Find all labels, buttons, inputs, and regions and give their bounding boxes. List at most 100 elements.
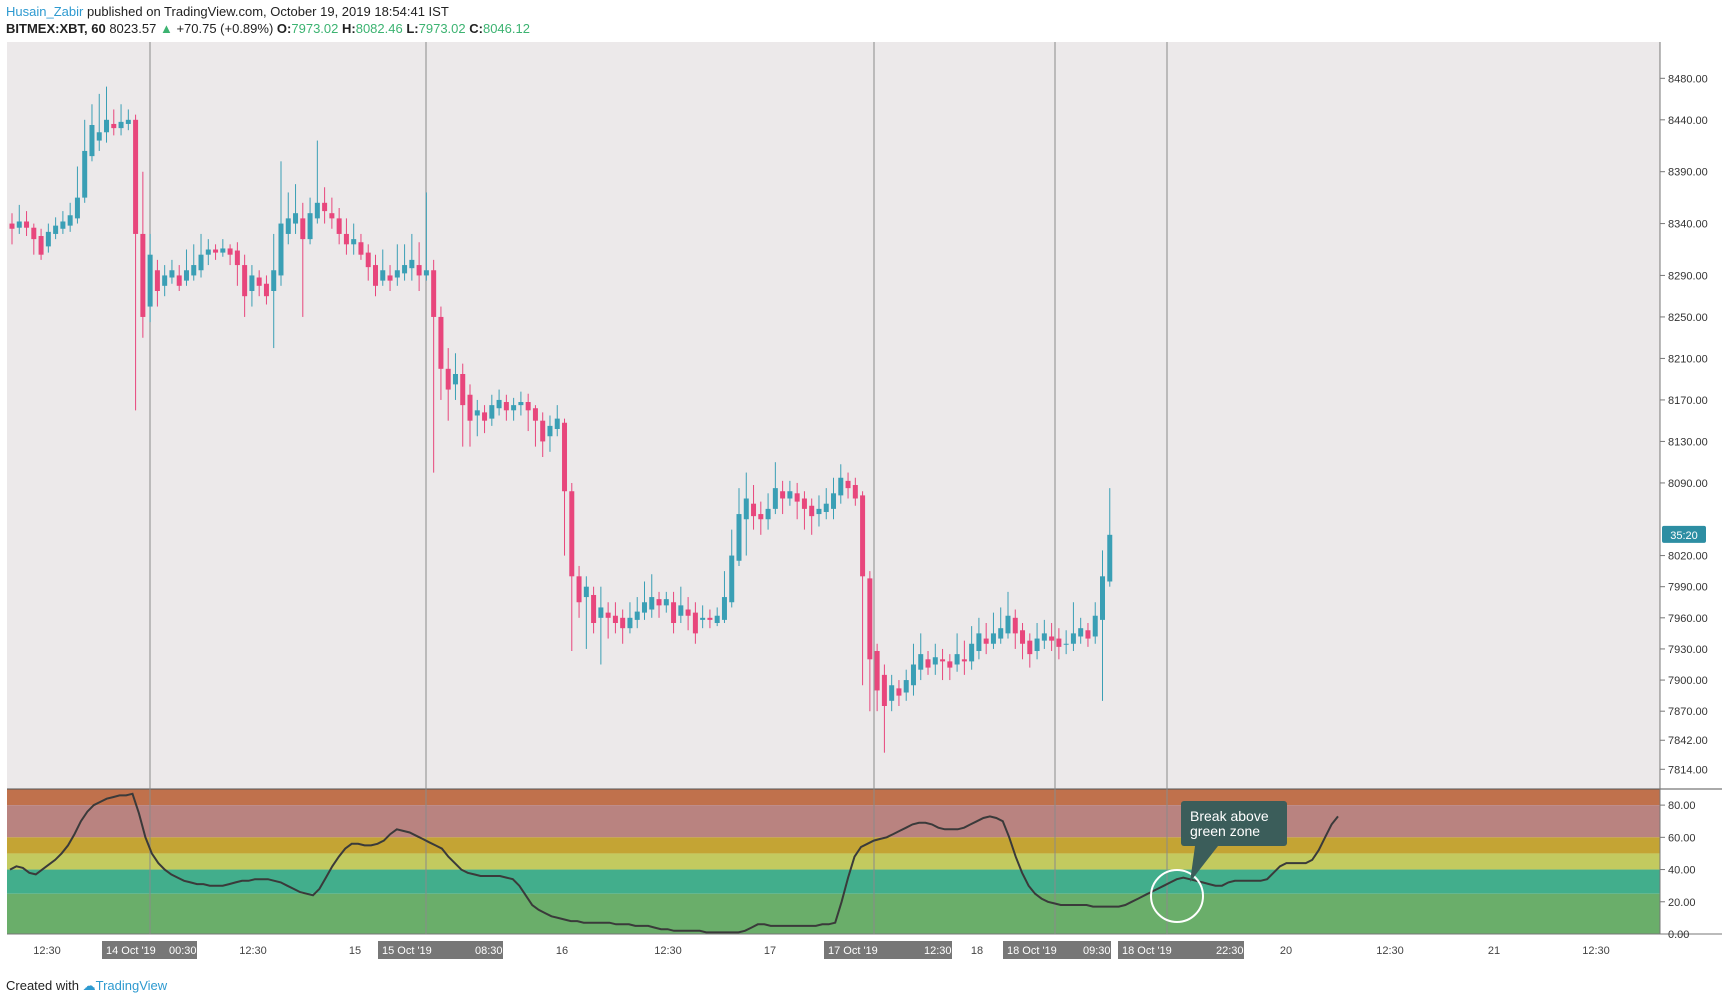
candle-body <box>89 125 95 157</box>
candle-body <box>343 233 349 245</box>
candle-body <box>234 250 240 266</box>
close-label: C: <box>469 21 483 36</box>
candle-body <box>431 270 437 317</box>
candle-body <box>751 503 757 517</box>
time-label: 12:30 <box>33 945 61 957</box>
candle-body <box>423 270 429 276</box>
candle-body <box>242 265 248 297</box>
candle-body <box>641 602 647 613</box>
candle-body <box>74 197 80 219</box>
candle-body <box>678 605 684 616</box>
time-badge-time: 22:30 <box>1216 945 1244 957</box>
price-label: 7990.00 <box>1668 582 1708 594</box>
candle-body <box>918 654 924 670</box>
publish-text: published on TradingView.com, October 19… <box>86 4 449 19</box>
candle-body <box>365 252 371 268</box>
candle-body <box>452 374 458 385</box>
tradingview-logo-icon[interactable]: ☁ <box>82 978 96 993</box>
candle-body <box>322 202 328 212</box>
open-value: 7973.02 <box>291 21 339 36</box>
price-label: 7814.00 <box>1668 764 1708 776</box>
candle-body <box>460 374 466 406</box>
candle-body <box>816 508 822 515</box>
candle-body <box>983 638 989 644</box>
tradingview-brand[interactable]: TradingView <box>95 978 168 993</box>
candle-body <box>1078 628 1084 637</box>
candle-body <box>845 480 851 489</box>
candle-body <box>60 221 66 229</box>
candle-body <box>67 215 73 226</box>
open-label: O: <box>276 21 292 36</box>
candle-body <box>409 259 415 269</box>
time-badge <box>378 941 503 959</box>
candle-body <box>780 491 786 499</box>
price-label: 7930.00 <box>1668 644 1708 656</box>
candle-body <box>263 283 269 297</box>
low-value: 7973.02 <box>418 21 466 36</box>
candle-body <box>329 213 335 219</box>
candle-body <box>1034 638 1040 652</box>
candle-body <box>198 254 204 271</box>
price-label: 8020.00 <box>1668 551 1708 563</box>
time-label: 12:30 <box>654 945 682 957</box>
symbol-label[interactable]: BITMEX:XBT, 60 <box>6 21 106 36</box>
candle-body <box>925 659 931 668</box>
price-label: 8250.00 <box>1668 312 1708 324</box>
candle-body <box>358 242 364 255</box>
candle-body <box>467 394 473 421</box>
candle-body <box>801 498 807 509</box>
price-label: 7900.00 <box>1668 675 1708 687</box>
rsi-zone <box>7 837 1660 854</box>
candle-body <box>1107 534 1113 582</box>
price-change: +70.75 (+0.89%) <box>176 21 274 36</box>
price-label: 7842.00 <box>1668 735 1708 747</box>
rsi-label: 80.00 <box>1668 800 1696 812</box>
candle-body <box>896 688 902 696</box>
rsi-label: 40.00 <box>1668 865 1696 877</box>
candle-body <box>511 405 517 411</box>
candle-body <box>729 555 735 603</box>
candle-body <box>53 225 59 234</box>
rsi-scale: 80.00 60.00 40.00 20.00 0.00 <box>1660 800 1696 941</box>
candle-body <box>285 218 291 234</box>
candle-body <box>889 685 895 701</box>
candle-body <box>154 270 160 291</box>
candle-body <box>692 612 698 634</box>
candle-body <box>874 651 880 691</box>
candle-body <box>910 664 916 686</box>
annotation-line-1: Break above <box>1190 808 1269 824</box>
created-with-text: Created with <box>6 978 79 993</box>
author-link[interactable]: Husain_Zabir <box>6 4 84 19</box>
price-pane[interactable] <box>7 42 1660 789</box>
candle-body <box>990 633 996 644</box>
candle-body <box>714 615 720 623</box>
candle-body <box>271 270 277 291</box>
time-badge-date: 18 Oct '19 <box>1122 945 1172 957</box>
candle-body <box>1049 636 1055 641</box>
candle-body <box>394 270 400 278</box>
candle-body <box>489 405 495 419</box>
candle-body <box>351 239 357 245</box>
candle-body <box>525 402 531 411</box>
low-label: L: <box>406 21 419 36</box>
candle-body <box>620 617 626 629</box>
candle-body <box>721 597 727 620</box>
candles <box>9 86 1113 753</box>
rsi-zones <box>7 789 1660 934</box>
up-arrow-icon: ▲ <box>159 21 173 36</box>
candle-body <box>125 119 131 124</box>
time-label: 15 <box>349 945 361 957</box>
price-label: 7870.00 <box>1668 706 1708 718</box>
time-label: 12:30 <box>239 945 267 957</box>
candle-body <box>649 597 655 610</box>
candle-body <box>445 368 451 390</box>
candle-body <box>416 265 422 276</box>
candle-body <box>162 275 168 286</box>
annotation-callout[interactable]: Break above green zone <box>1150 801 1287 923</box>
callout-box <box>1181 801 1287 846</box>
candle-body <box>438 316 444 369</box>
current-price-tag: 35:20 <box>1662 525 1706 543</box>
rsi-zone <box>7 805 1660 838</box>
candle-body <box>867 578 873 660</box>
